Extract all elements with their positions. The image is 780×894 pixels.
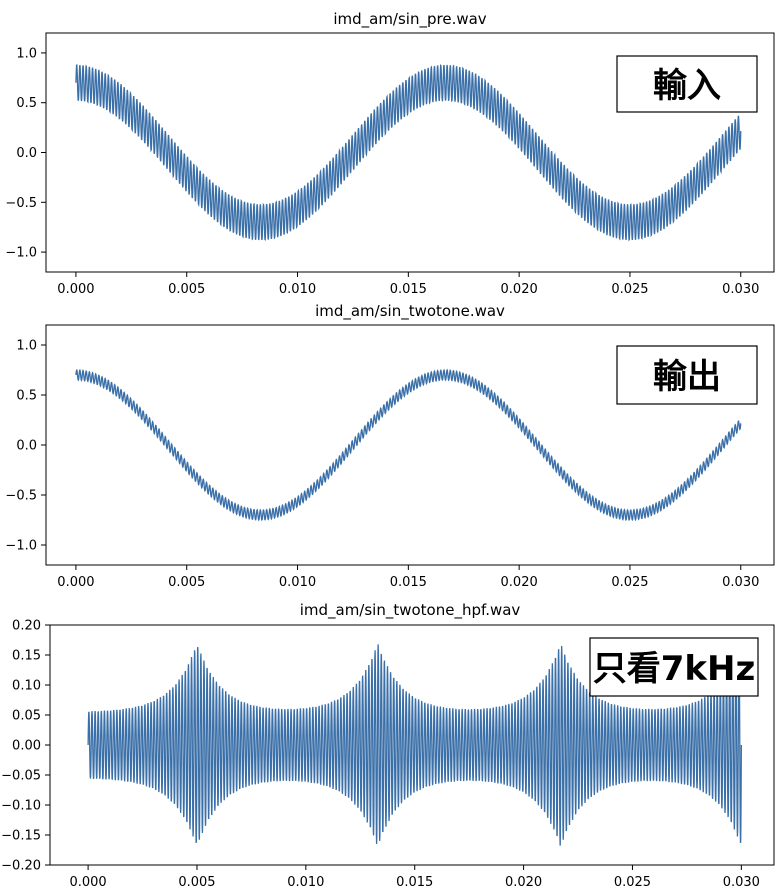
panel-2-annotation: 輸出 xyxy=(616,345,758,405)
y-tick-label: 0.20 xyxy=(12,619,41,634)
panel-2-y-ticks: 1.0 0.5 0.0 −0.5 −1.0 xyxy=(5,339,46,554)
x-tick-label: 0.030 xyxy=(723,875,760,890)
waveform-line xyxy=(75,63,742,242)
x-tick-label: 0.025 xyxy=(611,575,648,590)
panel-1: imd_am/sin_pre.wav 1.0 0.5 0.0 −0.5 −1.0 0.0… xyxy=(5,10,775,297)
panel-3: imd_am/sin_twotone_hpf.wav 0.200.150.100… xyxy=(1,601,775,890)
panel-3-annotation: 只看7kHz xyxy=(589,637,759,697)
panel-1-plot xyxy=(75,63,742,242)
x-tick-label: 0.005 xyxy=(178,875,215,890)
y-tick-label: −1.0 xyxy=(5,539,37,554)
y-tick-label: 0.0 xyxy=(16,146,37,161)
x-tick-label: 0.025 xyxy=(611,282,648,297)
x-tick-label: 0.000 xyxy=(57,282,94,297)
panel-3-title: imd_am/sin_twotone_hpf.wav xyxy=(300,601,521,620)
panel-2: imd_am/sin_twotone.wav 1.0 0.5 0.0 −0.5 −1.0… xyxy=(5,302,775,590)
y-tick-label: 1.0 xyxy=(16,46,37,61)
x-tick-label: 0.030 xyxy=(722,575,759,590)
y-tick-label: 0.5 xyxy=(16,389,37,404)
panel-2-title: imd_am/sin_twotone.wav xyxy=(315,302,505,321)
x-tick-label: 0.030 xyxy=(722,282,759,297)
x-tick-label: 0.000 xyxy=(69,875,106,890)
x-tick-label: 0.020 xyxy=(501,575,538,590)
y-tick-label: −0.5 xyxy=(5,196,37,211)
x-tick-label: 0.010 xyxy=(279,282,316,297)
panel-1-title: imd_am/sin_pre.wav xyxy=(333,10,486,29)
y-tick-label: −1.0 xyxy=(5,246,37,261)
y-tick-label: −0.5 xyxy=(5,489,37,504)
panel-2-x-ticks: 0.000 0.005 0.010 0.015 0.020 0.025 0.030 xyxy=(57,565,759,590)
panel-3-plot xyxy=(87,644,742,846)
y-tick-label: −0.15 xyxy=(1,829,41,844)
x-tick-label: 0.005 xyxy=(168,575,205,590)
panel-3-annotation-text: 只看7kHz xyxy=(593,649,756,689)
y-tick-label: −0.10 xyxy=(1,799,41,814)
panel-2-plot xyxy=(75,368,742,522)
panel-1-y-ticks: 1.0 0.5 0.0 −0.5 −1.0 xyxy=(5,46,46,261)
panel-2-annotation-text: 輸出 xyxy=(653,357,721,397)
x-tick-label: 0.020 xyxy=(505,875,542,890)
y-tick-label: 0.5 xyxy=(16,96,37,111)
y-tick-label: 1.0 xyxy=(16,339,37,354)
y-tick-label: 0.10 xyxy=(12,679,41,694)
panel-1-annotation: 輸入 xyxy=(616,55,758,113)
waveform-line xyxy=(75,368,742,522)
x-tick-label: 0.025 xyxy=(614,875,651,890)
y-tick-label: 0.0 xyxy=(16,439,37,454)
x-tick-label: 0.015 xyxy=(390,282,427,297)
panel-1-annotation-text: 輸入 xyxy=(653,66,721,106)
y-tick-label: 0.00 xyxy=(12,739,41,754)
y-tick-label: −0.20 xyxy=(1,859,41,874)
x-tick-label: 0.005 xyxy=(168,282,205,297)
y-tick-label: −0.05 xyxy=(1,769,41,784)
x-tick-label: 0.015 xyxy=(390,575,427,590)
x-tick-label: 0.000 xyxy=(57,575,94,590)
x-tick-label: 0.015 xyxy=(396,875,433,890)
panel-3-y-ticks: 0.20 0.15 0.10 0.05 0.00 −0.05 −0.10 −0.15 −0.20 xyxy=(1,619,50,874)
y-tick-label: 0.15 xyxy=(12,649,41,664)
y-tick-label: 0.05 xyxy=(12,709,41,724)
waveform-line xyxy=(87,644,742,846)
x-tick-label: 0.010 xyxy=(287,875,324,890)
x-tick-label: 0.020 xyxy=(501,282,538,297)
panel-1-x-ticks: 0.000 0.005 0.010 0.015 0.020 0.025 0.030 xyxy=(57,272,759,297)
panel-3-x-ticks: 0.000 0.005 0.010 0.015 0.020 0.025 0.030 xyxy=(69,865,760,890)
x-tick-label: 0.010 xyxy=(279,575,316,590)
